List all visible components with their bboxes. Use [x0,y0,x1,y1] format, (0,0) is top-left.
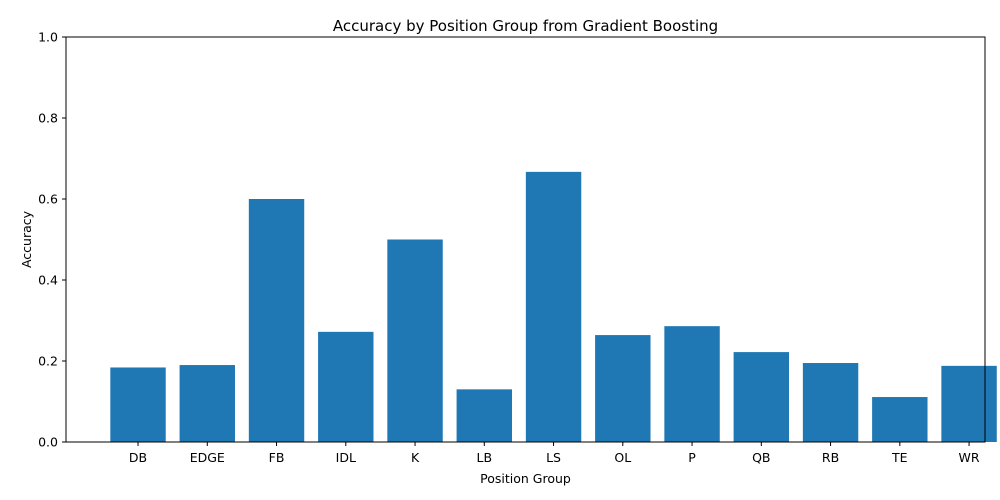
bar-p [664,326,720,442]
x-tick-label: WR [959,450,980,465]
x-tick-label: OL [614,450,631,465]
y-axis-ticks: 0.0 0.2 0.4 0.6 0.8 1.0 [38,30,66,450]
bar-qb [733,352,790,442]
chart-title: Accuracy by Position Group from Gradient… [333,17,718,35]
x-tick-label: QB [752,450,770,465]
y-tick-label: 0.0 [38,435,58,450]
bar-db [110,367,166,442]
x-tick-label: LS [546,450,561,465]
x-tick-label: TE [891,450,908,465]
bar-k [387,239,443,442]
bar-edge [179,365,235,442]
bars-group [110,171,997,443]
x-tick-label: FB [269,450,285,465]
y-tick-label: 0.6 [38,192,58,207]
bar-fb [248,199,305,442]
bar-idl [318,331,374,442]
y-tick-label: 0.8 [38,111,58,126]
x-axis-label: Position Group [480,471,571,486]
y-tick-label: 1.0 [38,30,58,45]
bar-te [872,397,928,442]
x-tick-label: EDGE [190,450,225,465]
bar-ol [595,335,651,442]
x-tick-label: LB [477,450,493,465]
x-tick-label: P [688,450,696,465]
bar-lb [456,389,512,442]
x-tick-label: K [411,450,420,465]
plot-frame [65,36,986,443]
bar-ls [525,171,582,443]
y-axis-label: Accuracy [19,210,34,268]
bar-rb [802,363,859,442]
x-tick-label: RB [822,450,839,465]
y-tick-label: 0.2 [38,354,58,369]
x-tick-label: DB [129,450,147,465]
x-axis-ticks: DB EDGE FB IDL K LB LS OL P QB RB TE WR [129,442,980,465]
y-tick-label: 0.4 [38,273,58,288]
bar-wr [941,365,997,442]
x-tick-label: IDL [336,450,356,465]
